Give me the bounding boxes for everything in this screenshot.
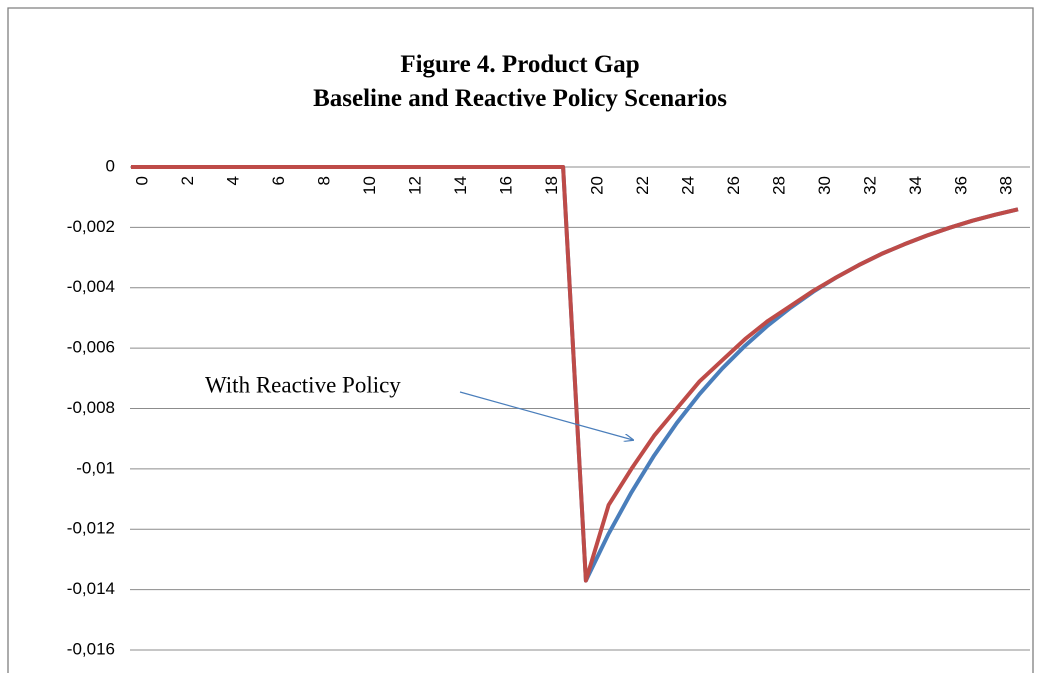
y-tick-label: -0,014 bbox=[67, 579, 115, 598]
x-axis: 0 2 4 6 8 10 12 14 16 18 20 22 24 26 28 30 32 34 36 38 bbox=[132, 176, 1015, 195]
x-tick-label: 34 bbox=[906, 176, 925, 195]
x-tick-label: 22 bbox=[633, 176, 652, 195]
grid: 0 -0,002 -0,004 -0,006 -0,008 -0,01 -0,012 -0,0… bbox=[67, 156, 1030, 658]
annotation: With Reactive Policy bbox=[205, 372, 401, 397]
annotation-arrow bbox=[459, 391, 633, 440]
chart-subtitle: Baseline and Reactive Policy Scenarios bbox=[313, 85, 727, 112]
lines bbox=[131, 165, 1019, 583]
x-tick-label: 28 bbox=[769, 176, 788, 195]
x-tick-label: 0 bbox=[132, 176, 151, 185]
series-line bbox=[131, 165, 1019, 583]
x-tick-label: 20 bbox=[587, 176, 606, 195]
y-tick-label: -0,002 bbox=[67, 217, 115, 236]
x-tick-label: 14 bbox=[451, 176, 470, 195]
x-tick-label: 26 bbox=[724, 176, 743, 195]
x-tick-label: 2 bbox=[178, 176, 197, 185]
chart-frame bbox=[7, 7, 1034, 673]
y-tick-label: -0,006 bbox=[67, 338, 115, 357]
y-tick-label: -0,004 bbox=[67, 277, 115, 296]
x-tick-label: 18 bbox=[542, 176, 561, 195]
x-tick-label: 38 bbox=[997, 176, 1016, 195]
y-tick-label: 0 bbox=[106, 156, 115, 175]
x-tick-label: 32 bbox=[860, 176, 879, 195]
chart-title: Figure 4. Product Gap bbox=[400, 51, 639, 78]
y-tick-label: -0,012 bbox=[67, 519, 115, 538]
x-tick-label: 16 bbox=[496, 176, 515, 195]
x-tick-label: 8 bbox=[314, 176, 333, 185]
x-tick-label: 10 bbox=[360, 176, 379, 195]
x-tick-label: 36 bbox=[951, 176, 970, 195]
x-tick-label: 30 bbox=[815, 176, 834, 195]
y-tick-label: -0,016 bbox=[67, 639, 115, 658]
x-tick-label: 24 bbox=[678, 176, 697, 195]
y-tick-label: -0,01 bbox=[76, 458, 115, 477]
x-tick-label: 4 bbox=[223, 176, 242, 185]
x-tick-label: 12 bbox=[405, 176, 424, 195]
y-tick-label: -0,008 bbox=[67, 398, 115, 417]
x-tick-label: 6 bbox=[269, 176, 288, 185]
